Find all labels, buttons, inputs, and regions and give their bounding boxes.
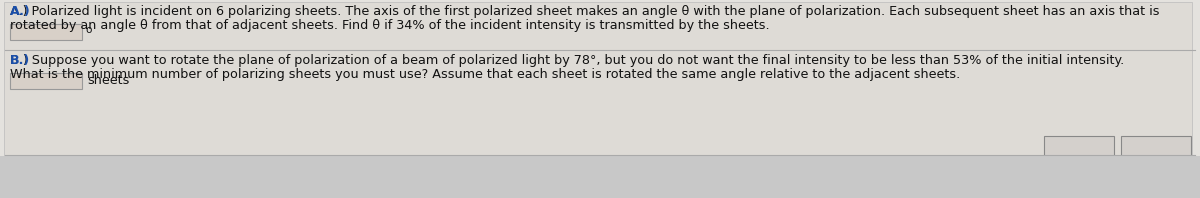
FancyBboxPatch shape bbox=[0, 156, 1200, 198]
Text: A.): A.) bbox=[10, 5, 31, 18]
Text: rotated by an angle θ from that of adjacent sheets. Find θ if 34% of the inciden: rotated by an angle θ from that of adjac… bbox=[10, 19, 769, 32]
FancyBboxPatch shape bbox=[0, 0, 1200, 158]
FancyBboxPatch shape bbox=[10, 24, 82, 40]
Text: sheets: sheets bbox=[88, 74, 130, 87]
FancyBboxPatch shape bbox=[1044, 136, 1114, 156]
Text: What is the minimum number of polarizing sheets you must use? Assume that each s: What is the minimum number of polarizing… bbox=[10, 68, 960, 81]
Text: B.) Suppose you want to rotate the plane of polarization of a beam of polarized : B.) Suppose you want to rotate the plane… bbox=[10, 54, 1124, 67]
FancyBboxPatch shape bbox=[1121, 136, 1190, 156]
FancyBboxPatch shape bbox=[4, 2, 1192, 156]
FancyBboxPatch shape bbox=[10, 73, 82, 89]
Text: A.) Polarized light is incident on 6 polarizing sheets. The axis of the first po: A.) Polarized light is incident on 6 pol… bbox=[10, 5, 1159, 18]
Text: o: o bbox=[85, 25, 91, 35]
Text: B.): B.) bbox=[10, 54, 30, 67]
